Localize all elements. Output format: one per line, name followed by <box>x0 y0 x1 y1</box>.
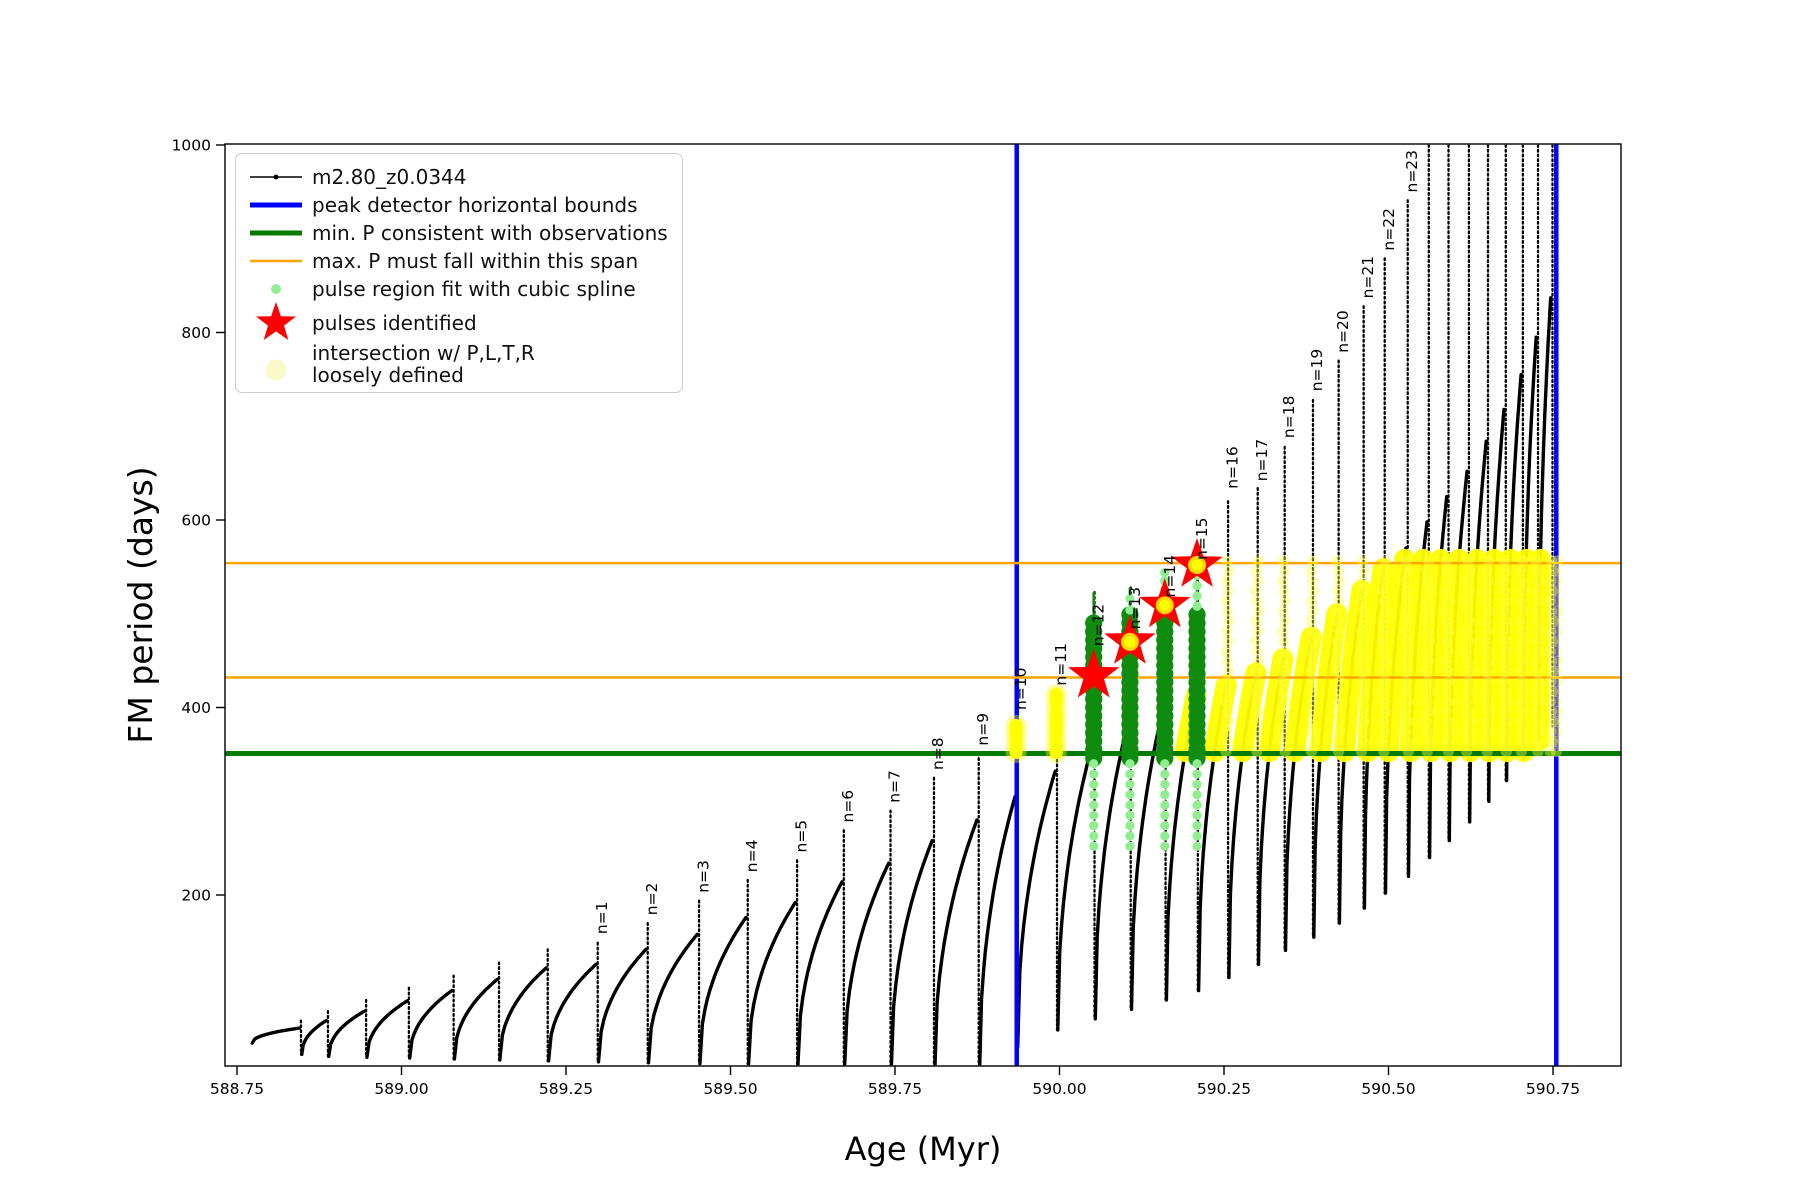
pulse-number-label: n=11 <box>1052 643 1070 686</box>
loosely-defined-markers <box>1220 555 1564 758</box>
legend-hline-marker <box>248 251 304 271</box>
pulse-number-label: n=4 <box>743 840 761 873</box>
legend-item: intersection w/ P,L,T,R loosely defined <box>248 340 670 388</box>
x-tick-label: 590.75 <box>1526 1080 1580 1098</box>
pulse-number-label: n=10 <box>1012 667 1030 710</box>
legend-item-label: intersection w/ P,L,T,R loosely defined <box>312 340 535 388</box>
pulse-number-label: n=22 <box>1380 208 1398 251</box>
legend-item: pulses identified <box>248 301 670 345</box>
pulse-number-label: n=16 <box>1223 446 1241 489</box>
x-tick-label: 589.25 <box>539 1080 593 1098</box>
pulse-number-label: n=1 <box>593 901 611 934</box>
pulse-number-label: n=23 <box>1403 150 1421 193</box>
pulse-number-label: n=5 <box>792 820 810 853</box>
pulse-number-label: n=8 <box>929 737 947 770</box>
plot-frame <box>224 143 1622 1067</box>
reference-lines <box>225 144 1621 1066</box>
pulse-number-labels: n=1 n=2 n=3 n=4 n=5 n=6 n=7 n=8 n=9 n=10 n=11 n=12 n… <box>593 150 1421 934</box>
y-tick-label: 600 <box>181 512 211 530</box>
pulse-number-label: n=12 <box>1090 604 1108 647</box>
pulse-number-label: n=7 <box>886 770 904 803</box>
y-tick-label: 1000 <box>172 137 211 155</box>
legend-item-label: max. P must fall within this span <box>312 248 639 273</box>
legend-item-label: min. P consistent with observations <box>312 220 668 245</box>
legend-item: m2.80_z0.0344 <box>248 163 670 191</box>
pulses-identified-stars <box>1068 538 1223 698</box>
pulse-number-label: n=14 <box>1161 555 1179 598</box>
pulse-number-label: n=2 <box>643 883 661 916</box>
intersection-band-markers <box>1174 548 1551 763</box>
x-tick-label: 590.00 <box>1032 1080 1086 1098</box>
x-tick-label: 589.00 <box>374 1080 428 1098</box>
y-axis-title: FM period (days) <box>121 466 160 743</box>
pulse-number-label: n=19 <box>1308 349 1326 392</box>
axes: 588.75 589.00 589.25 589.50 589.75 590.00 590.… <box>172 137 1622 1098</box>
legend-item-label: pulse region fit with cubic spline <box>312 276 636 301</box>
pulse-number-label: n=6 <box>839 790 857 823</box>
legend-item: max. P must fall within this span <box>248 247 670 275</box>
x-tick-label: 590.50 <box>1361 1080 1415 1098</box>
legend-line-dot-marker <box>248 167 304 187</box>
legend-item: pulse region fit with cubic spline <box>248 275 670 303</box>
legend-hline-thick-marker <box>248 195 304 215</box>
legend-item-label: pulses identified <box>312 311 477 336</box>
legend-item-label: m2.80_z0.0344 <box>312 164 467 189</box>
x-tick-label: 589.75 <box>868 1080 922 1098</box>
x-axis-title: Age (Myr) <box>845 1130 1002 1168</box>
pulse-number-label: n=21 <box>1359 256 1377 299</box>
legend-dot-small-marker <box>248 279 304 299</box>
pulse-number-label: n=13 <box>1126 587 1144 630</box>
pulse-number-label: n=3 <box>694 860 712 893</box>
pulse-number-label: n=15 <box>1193 517 1211 560</box>
legend-dot-large-marker <box>248 357 304 385</box>
pulse-number-label: n=20 <box>1334 310 1352 353</box>
legend-hline-thick-marker <box>248 223 304 243</box>
y-tick-label: 800 <box>181 324 211 342</box>
pulse-star <box>1068 648 1120 698</box>
pulse-number-label: n=9 <box>974 713 992 746</box>
bright-yellow-clumps <box>1005 683 1067 763</box>
x-tick-label: 588.75 <box>210 1080 264 1098</box>
x-tick-label: 590.25 <box>1197 1080 1251 1098</box>
pulse-number-label: n=17 <box>1253 439 1271 482</box>
pulse-number-label: n=18 <box>1280 396 1298 439</box>
legend-item: peak detector horizontal bounds <box>248 191 670 219</box>
legend-star-marker <box>248 301 304 345</box>
y-tick-label: 400 <box>181 699 211 717</box>
x-tick-label: 589.50 <box>703 1080 757 1098</box>
y-tick-label: 200 <box>181 887 211 905</box>
legend-item-label: peak detector horizontal bounds <box>312 192 638 217</box>
legend-item: min. P consistent with observations <box>248 219 670 247</box>
